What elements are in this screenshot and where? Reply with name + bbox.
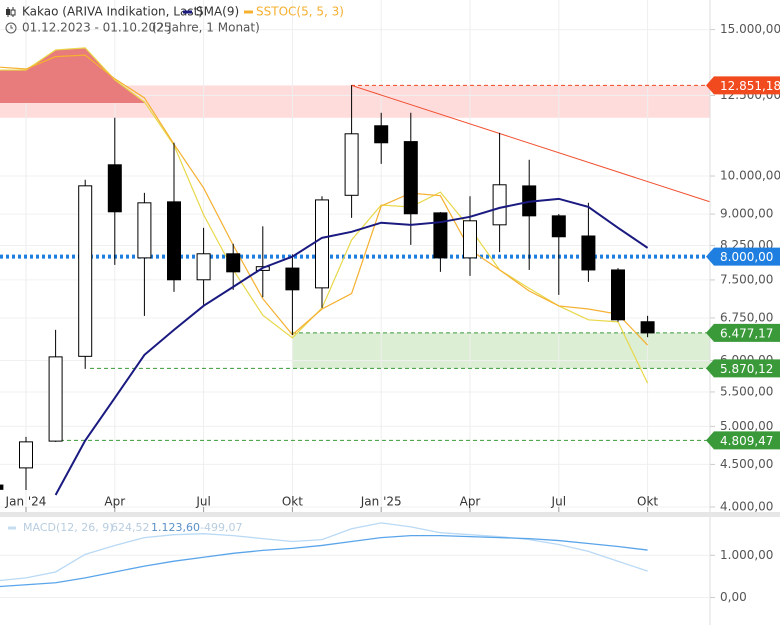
x-tick-label: Okt xyxy=(282,495,303,509)
y-tick-label: 15.000,00 xyxy=(720,22,780,36)
y-tick-label: 10.000,00 xyxy=(720,169,780,183)
x-tick-label: Jan '24 xyxy=(5,495,47,509)
level-label: 4.809,47 xyxy=(720,434,773,448)
signal-line xyxy=(0,535,648,588)
y-tick-label: 4.000,00 xyxy=(720,499,773,513)
y-tick-label: 5.500,00 xyxy=(720,384,773,398)
candle-body xyxy=(48,356,63,442)
legend-title: Kakao (ARIVA Indikation, Last) xyxy=(22,5,203,19)
candle-body xyxy=(463,220,477,259)
legend-sma: SMA(9) xyxy=(196,5,239,19)
candle-body xyxy=(581,235,596,271)
level-tag xyxy=(706,247,780,266)
candle-body xyxy=(226,253,241,273)
candle-body xyxy=(344,133,359,196)
y-tick-label: 1.000,00 xyxy=(720,548,773,562)
overbought-fill xyxy=(0,47,648,103)
macd-line xyxy=(0,522,648,582)
x-tick-label: Okt xyxy=(637,495,658,509)
candle-icon xyxy=(6,7,16,17)
period: (2 Jahre, 1 Monat) xyxy=(152,21,260,35)
x-tick-label: Jul xyxy=(195,495,210,509)
candle-body xyxy=(285,267,300,291)
level-label: 12.851,18 xyxy=(720,79,780,93)
y-tick-label: 4.500,00 xyxy=(720,457,773,471)
candle-body xyxy=(137,202,152,259)
candle-body xyxy=(196,253,211,281)
macd-value: 624,52 xyxy=(111,521,150,534)
y-tick-label: 7.500,00 xyxy=(720,272,773,286)
level-tag xyxy=(706,323,780,342)
x-tick-label: Jan '25 xyxy=(360,495,402,509)
candle-body xyxy=(551,215,566,238)
level-label: 6.477,17 xyxy=(720,326,773,340)
legend-sstoc: SSTOC(5, 5, 3) xyxy=(256,5,344,19)
y-tick-label: 0,00 xyxy=(720,590,747,604)
candle-body xyxy=(107,164,122,213)
level-tag xyxy=(706,76,780,95)
level-tag xyxy=(706,431,780,450)
sstoc-signal xyxy=(0,47,649,384)
date-range: 01.12.2023 - 01.10.2025 xyxy=(22,21,171,35)
sma-line xyxy=(54,197,649,496)
candle-body xyxy=(19,441,33,469)
zone xyxy=(292,332,710,369)
y-tick-label: 9.000,00 xyxy=(720,207,773,221)
candle-body xyxy=(640,321,655,334)
candle-body xyxy=(611,269,625,321)
candle-body xyxy=(403,141,418,215)
trendline xyxy=(351,84,710,203)
x-tick-label: Jul xyxy=(551,495,566,509)
candle-body xyxy=(492,184,507,226)
candle-body xyxy=(78,185,93,357)
level-tag xyxy=(706,359,780,378)
macd-title: MACD(12, 26, 9) xyxy=(23,521,114,534)
signal-value: 1.123,60 xyxy=(151,521,200,534)
candle-body xyxy=(315,199,329,289)
level-label: 8.000,00 xyxy=(720,250,773,264)
clock-icon xyxy=(5,22,17,34)
x-tick-label: Apr xyxy=(104,495,125,509)
histogram-value: -499,07 xyxy=(200,521,242,534)
candle-body xyxy=(433,212,448,259)
candle-body xyxy=(374,125,389,144)
y-tick-label: 5.000,00 xyxy=(720,419,773,433)
y-tick-label: 6.750,00 xyxy=(720,310,773,324)
x-tick-label: Apr xyxy=(460,495,481,509)
candle-body xyxy=(0,484,4,490)
candle-body xyxy=(167,201,181,281)
level-label: 5.870,12 xyxy=(720,362,773,376)
sstoc-k xyxy=(0,54,649,346)
panel-divider xyxy=(0,512,780,517)
